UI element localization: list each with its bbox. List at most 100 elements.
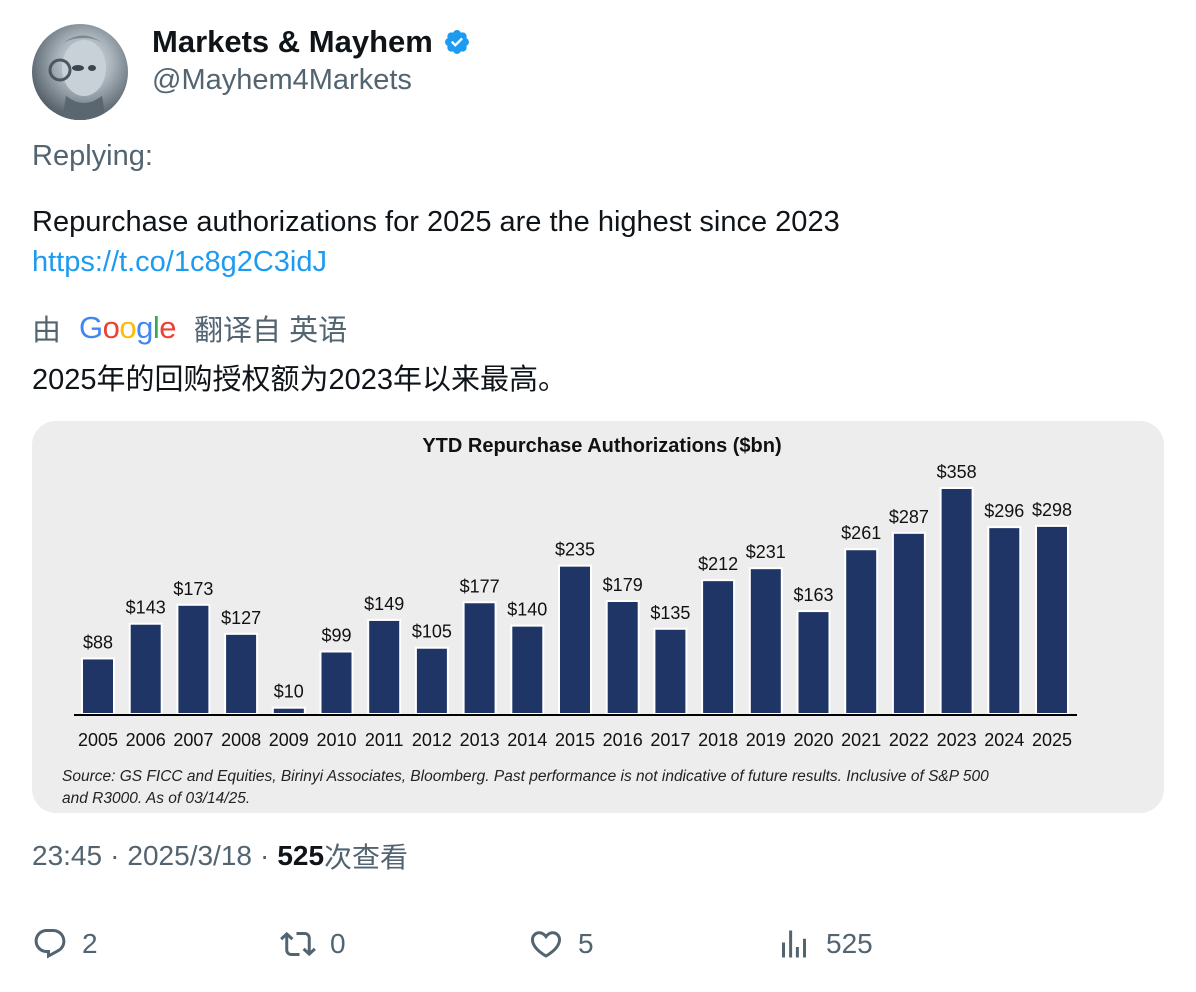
bar-2012 bbox=[414, 646, 449, 716]
bar-2023 bbox=[939, 487, 974, 715]
bar-2005 bbox=[81, 657, 115, 716]
x-tick-2020: 2020 bbox=[793, 730, 833, 750]
data-label-2023: $358 bbox=[937, 462, 977, 482]
x-tick-2017: 2017 bbox=[650, 730, 690, 750]
x-tick-2025: 2025 bbox=[1032, 730, 1072, 750]
x-tick-2011: 2011 bbox=[365, 730, 404, 750]
chart-image[interactable]: YTD Repurchase Authorizations ($bn) $88 2… bbox=[32, 421, 1164, 813]
views-button[interactable]: 525 bbox=[776, 922, 873, 966]
bar-2016 bbox=[605, 600, 640, 715]
data-label-2005: $88 bbox=[83, 632, 113, 652]
views-action-count: 525 bbox=[826, 928, 873, 959]
bar-2018 bbox=[701, 579, 736, 715]
tweet-time[interactable]: 23:45 bbox=[32, 840, 103, 871]
x-tick-2010: 2010 bbox=[316, 730, 356, 750]
data-label-2006: $143 bbox=[126, 598, 166, 618]
x-tick-2014: 2014 bbox=[507, 730, 547, 750]
repost-button[interactable]: 0 bbox=[280, 922, 346, 966]
data-label-2018: $212 bbox=[698, 554, 738, 574]
translated-prefix: 由 bbox=[32, 315, 62, 347]
verified-badge-icon bbox=[444, 30, 469, 54]
bar-2008 bbox=[224, 632, 259, 715]
bar-2017 bbox=[653, 627, 688, 715]
x-tick-2008: 2008 bbox=[221, 730, 261, 750]
data-label-2008: $127 bbox=[221, 608, 261, 628]
bar-2022 bbox=[891, 531, 926, 715]
robot-avatar-icon bbox=[48, 35, 106, 120]
data-label-2017: $135 bbox=[650, 603, 690, 623]
bar-2011 bbox=[367, 618, 402, 716]
action-bar: 2 0 5 525 bbox=[32, 922, 1162, 966]
data-label-2024: $296 bbox=[984, 501, 1024, 521]
tweet-text: Repurchase authorizations for 2025 are t… bbox=[32, 202, 1162, 282]
data-label-2014: $140 bbox=[507, 600, 547, 620]
data-label-2011: $149 bbox=[364, 594, 404, 614]
x-tick-2022: 2022 bbox=[889, 730, 929, 750]
x-tick-2024: 2024 bbox=[984, 730, 1024, 750]
data-label-2010: $99 bbox=[321, 626, 351, 646]
tweet-body: Repurchase authorizations for 2025 are t… bbox=[32, 206, 840, 238]
bar-2010 bbox=[319, 650, 354, 715]
x-tick-2009: 2009 bbox=[269, 730, 309, 750]
data-label-2021: $261 bbox=[841, 523, 881, 543]
like-count: 5 bbox=[578, 928, 594, 959]
data-label-2007: $173 bbox=[173, 579, 213, 599]
bar-2020 bbox=[796, 610, 831, 715]
x-tick-2013: 2013 bbox=[460, 730, 500, 750]
chart-source-line-1: Source: GS FICC and Equities, Birinyi As… bbox=[62, 768, 989, 785]
bar-2007 bbox=[176, 603, 211, 715]
x-tick-2019: 2019 bbox=[746, 730, 786, 750]
x-tick-2012: 2012 bbox=[412, 730, 452, 750]
reply-count: 2 bbox=[82, 928, 98, 959]
data-label-2019: $231 bbox=[746, 542, 786, 562]
chart-title: YTD Repurchase Authorizations ($bn) bbox=[422, 435, 781, 457]
like-button[interactable]: 5 bbox=[528, 922, 594, 966]
analytics-icon bbox=[782, 930, 806, 958]
bar-2019 bbox=[748, 567, 783, 715]
tweet-date[interactable]: 2025/3/18 bbox=[127, 840, 252, 871]
data-label-2020: $163 bbox=[793, 585, 833, 605]
views-label: 次查看 bbox=[324, 842, 409, 873]
x-tick-2021: 2021 bbox=[841, 730, 881, 750]
chart-source-line-2: and R3000. As of 03/14/25. bbox=[62, 790, 250, 807]
bar-2006 bbox=[128, 622, 163, 715]
x-tick-2007: 2007 bbox=[173, 730, 213, 750]
author-handle[interactable]: @Mayhem4Markets bbox=[152, 64, 412, 96]
data-label-2009: $10 bbox=[274, 682, 304, 702]
repost-icon bbox=[280, 931, 316, 957]
bar-2009 bbox=[271, 706, 306, 716]
google-logo: Google bbox=[79, 310, 177, 345]
author-name-row[interactable]: Markets & Mayhem bbox=[152, 22, 471, 62]
repost-count: 0 bbox=[330, 928, 346, 959]
translated-by: 由 Google 翻译自 英语 bbox=[32, 308, 347, 348]
data-label-2013: $177 bbox=[460, 576, 500, 596]
repurchase-bar-chart: YTD Repurchase Authorizations ($bn) $88 2… bbox=[62, 435, 1077, 807]
bar-2014 bbox=[510, 624, 545, 716]
x-tick-2015: 2015 bbox=[555, 730, 595, 750]
replying-label: Replying: bbox=[32, 140, 153, 172]
meta-separator: · bbox=[259, 840, 270, 871]
x-tick-2023: 2023 bbox=[937, 730, 977, 750]
bar-2013 bbox=[462, 601, 497, 715]
data-label-2016: $179 bbox=[603, 575, 643, 595]
data-label-2025: $298 bbox=[1032, 500, 1072, 520]
reply-icon bbox=[34, 929, 66, 959]
author-name[interactable]: Markets & Mayhem bbox=[152, 24, 433, 59]
x-tick-2006: 2006 bbox=[126, 730, 166, 750]
bar-2015 bbox=[558, 564, 592, 715]
translated-suffix: 翻译自 英语 bbox=[194, 315, 348, 347]
tweet-link[interactable]: https://t.co/1c8g2C3idJ bbox=[32, 246, 327, 278]
tweet-meta: 23:45 · 2025/3/18 · 525 次查看 bbox=[32, 836, 408, 876]
reply-button[interactable]: 2 bbox=[32, 922, 98, 966]
avatar[interactable] bbox=[32, 24, 128, 120]
x-tick-2005: 2005 bbox=[78, 730, 118, 750]
bar-2024 bbox=[987, 526, 1022, 715]
x-tick-2018: 2018 bbox=[698, 730, 738, 750]
heart-icon bbox=[530, 931, 562, 958]
data-label-2012: $105 bbox=[412, 622, 452, 642]
bar-2025 bbox=[1035, 524, 1069, 716]
data-label-2022: $287 bbox=[889, 507, 929, 527]
translation-text: 2025年的回购授权额为2023年以来最高。 bbox=[32, 364, 568, 396]
meta-separator: · bbox=[110, 840, 120, 871]
data-label-2015: $235 bbox=[555, 540, 595, 560]
